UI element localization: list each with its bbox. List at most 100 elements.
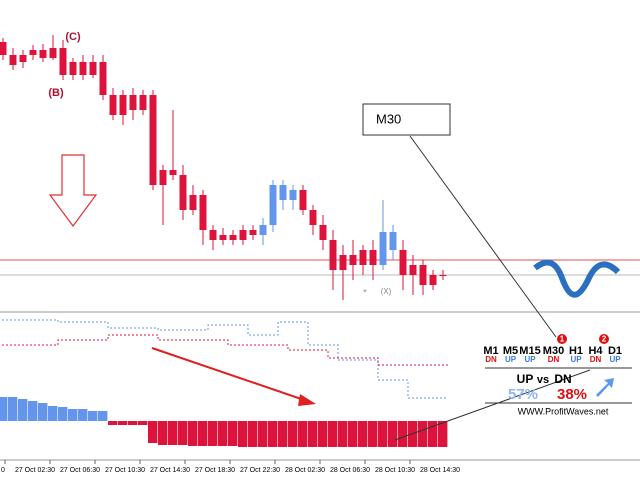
x-tick-label: 27 Oct 02:30 [15, 467, 55, 474]
marker [599, 334, 609, 344]
wave-label: (B) [48, 87, 64, 99]
timeframe: M1 [483, 345, 498, 357]
candle-body [149, 95, 157, 185]
indicator-line [0, 334, 448, 366]
candle-body [249, 230, 257, 235]
candle-body [369, 250, 377, 265]
candle-body [19, 55, 27, 62]
x-tick-label: 27 Oct 06:30 [60, 467, 100, 474]
callout-text: M30 [376, 111, 401, 126]
candle-body [79, 62, 87, 75]
histogram-bar [118, 421, 128, 425]
histogram-bar [298, 421, 308, 447]
candle-body [289, 190, 297, 200]
histogram-bar [78, 409, 88, 421]
histogram-bar [358, 421, 368, 447]
candle-body [259, 225, 267, 235]
candle-body [269, 185, 277, 225]
histogram-bar [128, 421, 138, 425]
x-tick-label: 28 Oct 14:30 [420, 467, 460, 474]
signal: UP [570, 355, 582, 364]
candle-body [439, 275, 447, 276]
candle-body [309, 210, 317, 225]
logo [533, 259, 621, 298]
histogram-bar [398, 421, 408, 447]
signal: UP [505, 355, 517, 364]
histogram-bar [48, 406, 58, 421]
x-tick-label: 28 Oct 06:30 [330, 467, 370, 474]
indicator-line [0, 319, 448, 399]
candle-body [9, 55, 17, 65]
wave-label: (X) [381, 287, 392, 296]
histogram-bar [348, 421, 358, 447]
candle-body [359, 250, 367, 265]
candle-body [179, 175, 187, 210]
candle-body [49, 48, 57, 58]
timeframe: M5 [503, 345, 518, 357]
candle-body [419, 265, 427, 285]
dn-percent: 38% [557, 386, 587, 403]
histogram-bar [58, 407, 68, 421]
candle-body [139, 95, 147, 110]
signal: UP [524, 355, 536, 364]
x-tick-label: 27 Oct 22:30 [240, 467, 280, 474]
histogram-bar [28, 401, 38, 421]
wave-label: (C) [65, 31, 81, 43]
histogram-bar [38, 403, 48, 421]
candle-body [59, 48, 67, 75]
candle-body [279, 185, 287, 200]
timeframe: M15 [519, 345, 540, 357]
candle-body [429, 275, 437, 285]
histogram-bar [368, 421, 378, 447]
histogram-bar [138, 421, 148, 425]
histogram-bar [268, 421, 278, 447]
histogram-bar [438, 421, 448, 447]
candle-body [159, 170, 167, 185]
candle-body [299, 190, 307, 210]
x-tick-label: 27 Oct 14:30 [150, 467, 190, 474]
histogram-bar [88, 411, 98, 421]
histogram-bar [208, 421, 218, 446]
timeframe: H1 [569, 345, 583, 357]
callout-line [394, 369, 591, 441]
candle-body [329, 240, 337, 270]
histogram-bar [18, 399, 28, 421]
signal-panel: 1 2 UP vs DN 57% 38% WWW.ProfitWaves.net… [483, 334, 632, 416]
candle-body [409, 265, 417, 275]
x-tick-label: 28 Oct 10:30 [375, 467, 415, 474]
up-arrow [596, 378, 614, 397]
x-tick-label: 28 Oct 02:30 [285, 467, 325, 474]
histogram-bar [148, 421, 158, 443]
histogram-bar [0, 397, 8, 421]
histogram-bar [108, 421, 118, 425]
histogram-bar [258, 421, 268, 447]
histogram-bar [158, 421, 168, 445]
candle-body [209, 230, 217, 240]
histogram-bar [288, 421, 298, 447]
candle-body [129, 95, 137, 110]
candle-body [399, 250, 407, 275]
candle-body [119, 95, 127, 115]
candle-body [39, 50, 47, 58]
timeframe: H4 [588, 345, 603, 357]
marker-text: 2 [602, 335, 607, 344]
candle-body [69, 62, 77, 75]
signal: DN [548, 355, 560, 364]
histogram-bar [308, 421, 318, 447]
candle-body [379, 232, 387, 265]
timeframe: M30 [543, 345, 564, 357]
histogram-bar [248, 421, 258, 447]
histogram-bar [428, 421, 438, 447]
candle-body [339, 255, 347, 270]
histogram-bar [178, 421, 188, 445]
vs-label: vs [537, 374, 549, 386]
x-tick-label: 27 Oct 18:30 [195, 467, 235, 474]
candle-body [169, 170, 177, 175]
histogram-bar [218, 421, 228, 446]
histogram-bar [228, 421, 238, 446]
trend-arrow-head [298, 394, 316, 406]
marker-text: 1 [560, 335, 565, 344]
candle-body [99, 62, 107, 95]
candle-body [189, 195, 197, 210]
candle-body [219, 235, 227, 240]
